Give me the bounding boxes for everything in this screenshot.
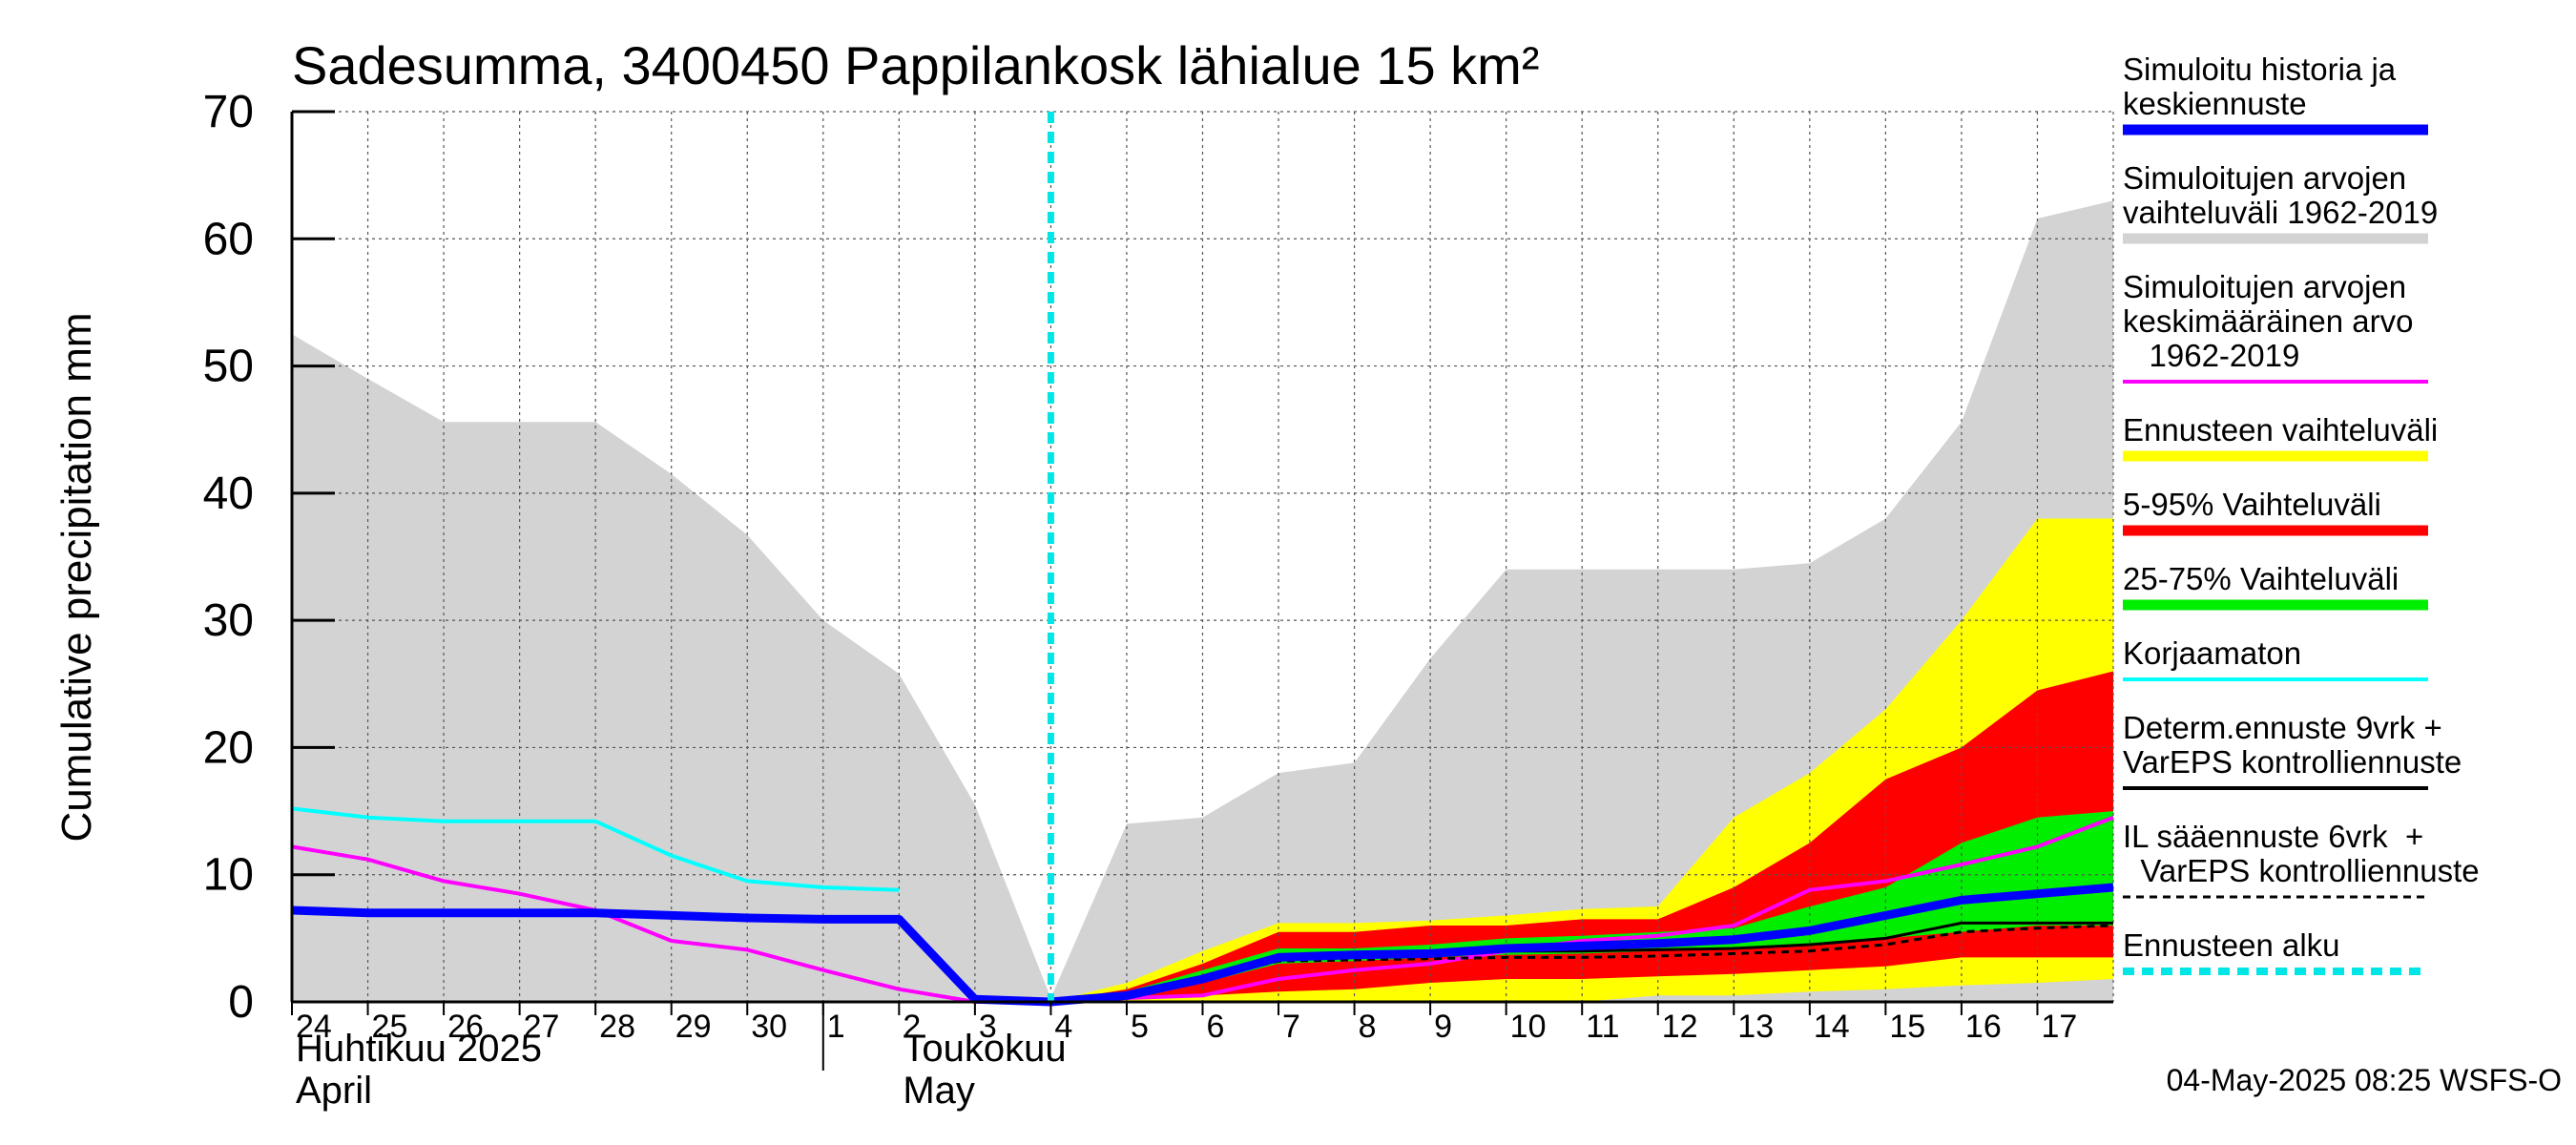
chart-title: Sadesumma, 3400450 Pappilankosk lähialue… <box>292 35 1539 95</box>
x-tick-label: 2 <box>903 1009 921 1045</box>
series-line-simuloitu-historia-ja-keskiennuste <box>291 883 2114 1007</box>
legend-label: Simuloitu historia ja <box>2123 52 2397 87</box>
legend-label: Korjaamaton <box>2123 635 2301 671</box>
x-tick-label: 30 <box>751 1009 787 1045</box>
x-tick-label: 25 <box>372 1009 408 1045</box>
x-tick-label: 13 <box>1737 1009 1774 1045</box>
legend-label: Determ.ennuste 9vrk + <box>2123 710 2442 745</box>
legend-label: vaihteluväli 1962-2019 <box>2123 195 2438 230</box>
x-tick-label: 14 <box>1814 1009 1850 1045</box>
x-tick-label: 9 <box>1434 1009 1452 1045</box>
x-tick-label: 3 <box>979 1009 997 1045</box>
x-tick-label: 4 <box>1054 1009 1072 1045</box>
legend-label: VarEPS kontrolliennuste <box>2123 744 2462 780</box>
x-tick-label: 6 <box>1207 1009 1225 1045</box>
series-line-korjaamaton <box>291 806 900 892</box>
y-tick-label: 40 <box>203 468 254 519</box>
x-tick-label: 26 <box>447 1009 484 1045</box>
legend-label: 25-75% Vaihteluväli <box>2123 561 2399 596</box>
legend-label: Simuloitujen arvojen <box>2123 160 2406 196</box>
x-tick-label: 27 <box>524 1009 560 1045</box>
x-tick-label: 15 <box>1889 1009 1925 1045</box>
legend-label: 1962-2019 <box>2123 338 2299 373</box>
y-tick-label: 50 <box>203 342 254 392</box>
x-tick-label: 29 <box>675 1009 712 1045</box>
x-tick-label: 7 <box>1282 1009 1300 1045</box>
y-tick-label: 70 <box>203 87 254 137</box>
legend-label: Ennusteen vaihteluväli <box>2123 412 2438 448</box>
legend-label: keskiennuste <box>2123 86 2307 121</box>
y-tick-label: 0 <box>228 977 254 1028</box>
month-label-en: April <box>296 1070 372 1112</box>
x-tick-label: 10 <box>1510 1009 1547 1045</box>
legend-label: Ennusteen alku <box>2123 927 2340 963</box>
y-tick-label: 10 <box>203 850 254 901</box>
x-tick-label: 28 <box>599 1009 635 1045</box>
x-tick-label: 16 <box>1965 1009 2002 1045</box>
month-label-en: May <box>903 1070 975 1112</box>
legend-label: VarEPS kontrolliennuste <box>2123 853 2480 888</box>
x-tick-label: 24 <box>296 1009 332 1045</box>
y-tick-label: 30 <box>203 595 254 646</box>
x-tick-label: 17 <box>2041 1009 2077 1045</box>
chart-lines <box>291 112 2114 1007</box>
month-label: Toukokuu <box>903 1028 1066 1070</box>
legend-label: IL sääennuste 6vrk + <box>2123 819 2423 854</box>
legend-label: 5-95% Vaihteluväli <box>2123 487 2381 522</box>
x-tick-label: 12 <box>1662 1009 1698 1045</box>
x-tick-label: 8 <box>1359 1009 1377 1045</box>
y-tick-label: 60 <box>203 214 254 264</box>
x-tick-label: 5 <box>1131 1009 1149 1045</box>
x-tick-label: 1 <box>827 1009 845 1045</box>
y-axis-label: Cumulative precipitation mm <box>53 312 100 842</box>
chart-footer: 04-May-2025 08:25 WSFS-O <box>2167 1063 2562 1097</box>
legend-label: Simuloitujen arvojen <box>2123 269 2406 304</box>
chart-grid <box>292 111 2114 1002</box>
month-label: Huhtikuu 2025 <box>296 1028 542 1070</box>
legend-label: keskimääräinen arvo <box>2123 303 2413 339</box>
y-tick-label: 20 <box>203 722 254 773</box>
x-tick-label: 11 <box>1586 1009 1619 1045</box>
